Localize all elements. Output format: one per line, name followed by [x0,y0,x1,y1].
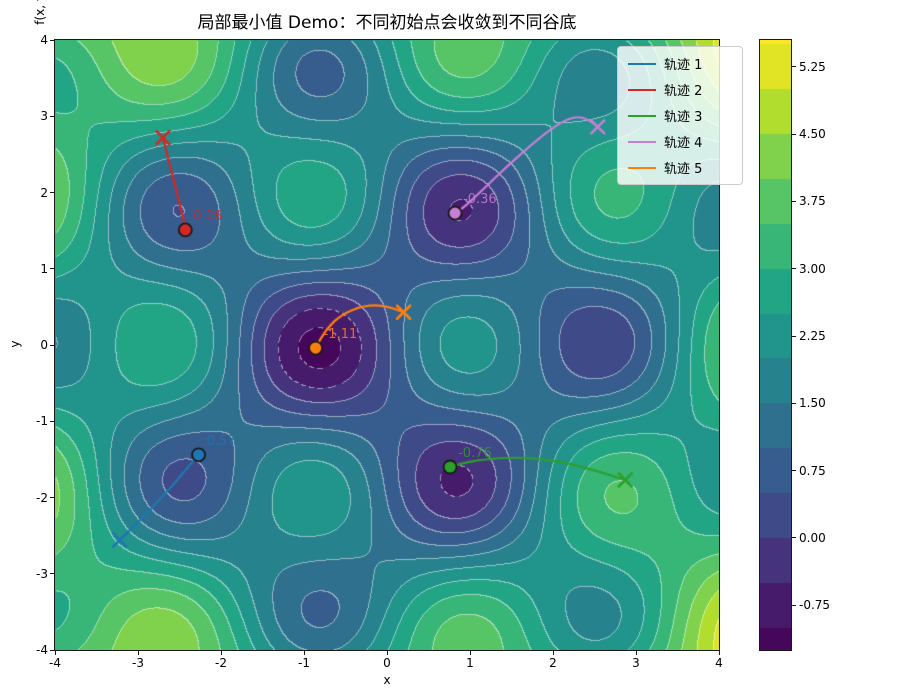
y-axis-label: y [8,340,22,348]
legend-item: 轨迹 1 [628,54,730,73]
x-tick-mark [552,651,554,655]
x-tick-mark [220,651,222,655]
legend: 轨迹 1 轨迹 2 轨迹 3 轨迹 4 轨迹 5 [617,46,743,185]
colorbar-tick-label: 5.25 [799,59,826,74]
legend-line-sample [628,62,656,65]
y-tick-mark [50,344,54,346]
colorbar-tick-label: 2.25 [799,329,826,344]
legend-line-sample [628,140,656,143]
x-tick-label: -1 [298,656,310,670]
x-tick-mark [54,651,56,655]
y-tick-mark [50,192,54,193]
y-tick-label: -4 [36,643,48,657]
y-tick-mark [50,39,54,41]
colorbar-tick-mark [792,604,796,606]
colorbar-tick-mark [792,537,796,539]
y-tick-mark [50,420,54,422]
legend-item-label: 轨迹 2 [664,84,703,99]
y-tick-label: 4 [40,33,48,47]
x-tick-label: 1 [466,656,474,670]
colorbar-label: f(x, y) [33,0,47,25]
x-tick-label: -3 [132,656,144,670]
colorbar-tick-label: 0.00 [799,530,826,545]
legend-item: 轨迹 3 [628,106,730,125]
contour-plot-canvas [55,40,719,650]
colorbar-canvas [760,40,791,650]
y-tick-mark [50,649,54,651]
colorbar-tick-label: 0.75 [799,463,826,478]
colorbar-tick-label: 1.50 [799,396,826,411]
legend-item: 轨迹 2 [628,80,730,99]
legend-line-sample [628,88,656,91]
colorbar-tick-label: 3.75 [799,194,826,209]
y-tick-label: 1 [40,261,48,276]
colorbar-tick-mark [792,402,796,404]
y-tick-label: -1 [36,414,48,429]
y-tick-mark [50,115,54,117]
legend-line-sample [628,114,656,117]
minimum-value-annotation: 0.57 [206,433,236,449]
x-tick-label: 2 [549,656,557,670]
x-tick-mark [137,651,139,655]
colorbar-tick-mark [792,66,796,68]
x-tick-label: 3 [632,656,640,670]
x-tick-mark [386,651,388,655]
colorbar-tick-mark [792,268,796,270]
legend-item: 轨迹 4 [628,132,730,151]
chart-title: 局部最小值 Demo：不同初始点会收敛到不同谷底 [197,13,577,33]
colorbar-tick-label: 4.50 [799,127,826,142]
colorbar-tick-mark [792,470,796,472]
colorbar-tick-mark [792,335,796,337]
y-tick-mark [50,573,54,575]
x-tick-label: 4 [715,656,723,670]
minimum-value-annotation: 0.26 [193,208,223,224]
y-tick-label: 3 [40,109,48,124]
y-tick-label: 2 [40,185,48,200]
x-tick-mark [303,651,305,655]
legend-item-label: 轨迹 5 [664,162,703,177]
colorbar-tick-label: -0.75 [799,598,831,613]
legend-item-label: 轨迹 1 [664,58,703,73]
y-tick-label: -2 [36,490,48,505]
x-tick-label: -2 [215,656,227,670]
y-tick-mark [50,497,54,498]
minimum-value-annotation: -1.11 [323,327,358,343]
y-tick-mark [50,268,54,270]
x-tick-label: -4 [49,656,61,670]
colorbar-tick-label: 3.00 [799,261,826,276]
x-tick-mark [469,651,471,655]
legend-item-label: 轨迹 4 [664,136,703,151]
minimum-value-annotation: -0.36 [463,192,497,208]
colorbar-tick-mark [792,200,796,202]
x-tick-mark [635,651,637,655]
minimum-value-annotation: -0.76 [458,446,492,461]
y-tick-label: -3 [36,566,48,581]
legend-item: 轨迹 5 [628,158,730,177]
legend-item-label: 轨迹 3 [664,110,703,125]
x-tick-mark [718,651,720,655]
legend-line-sample [628,166,656,169]
x-axis-label: x [383,673,391,687]
colorbar-tick-mark [792,133,796,135]
x-tick-label: 0 [383,656,391,670]
y-tick-label: 0 [40,338,48,352]
